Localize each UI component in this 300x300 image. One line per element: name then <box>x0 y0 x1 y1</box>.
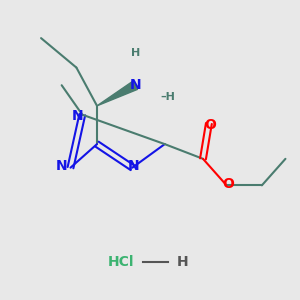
Text: N: N <box>130 78 141 92</box>
Text: –H: –H <box>160 92 175 102</box>
Polygon shape <box>97 81 137 106</box>
Text: H: H <box>131 48 140 58</box>
Text: HCl: HCl <box>107 255 134 269</box>
Text: N: N <box>72 109 84 123</box>
Text: O: O <box>204 118 216 132</box>
Text: N: N <box>128 159 140 173</box>
Text: N: N <box>56 159 68 173</box>
Text: H: H <box>177 255 188 269</box>
Text: O: O <box>222 177 234 191</box>
